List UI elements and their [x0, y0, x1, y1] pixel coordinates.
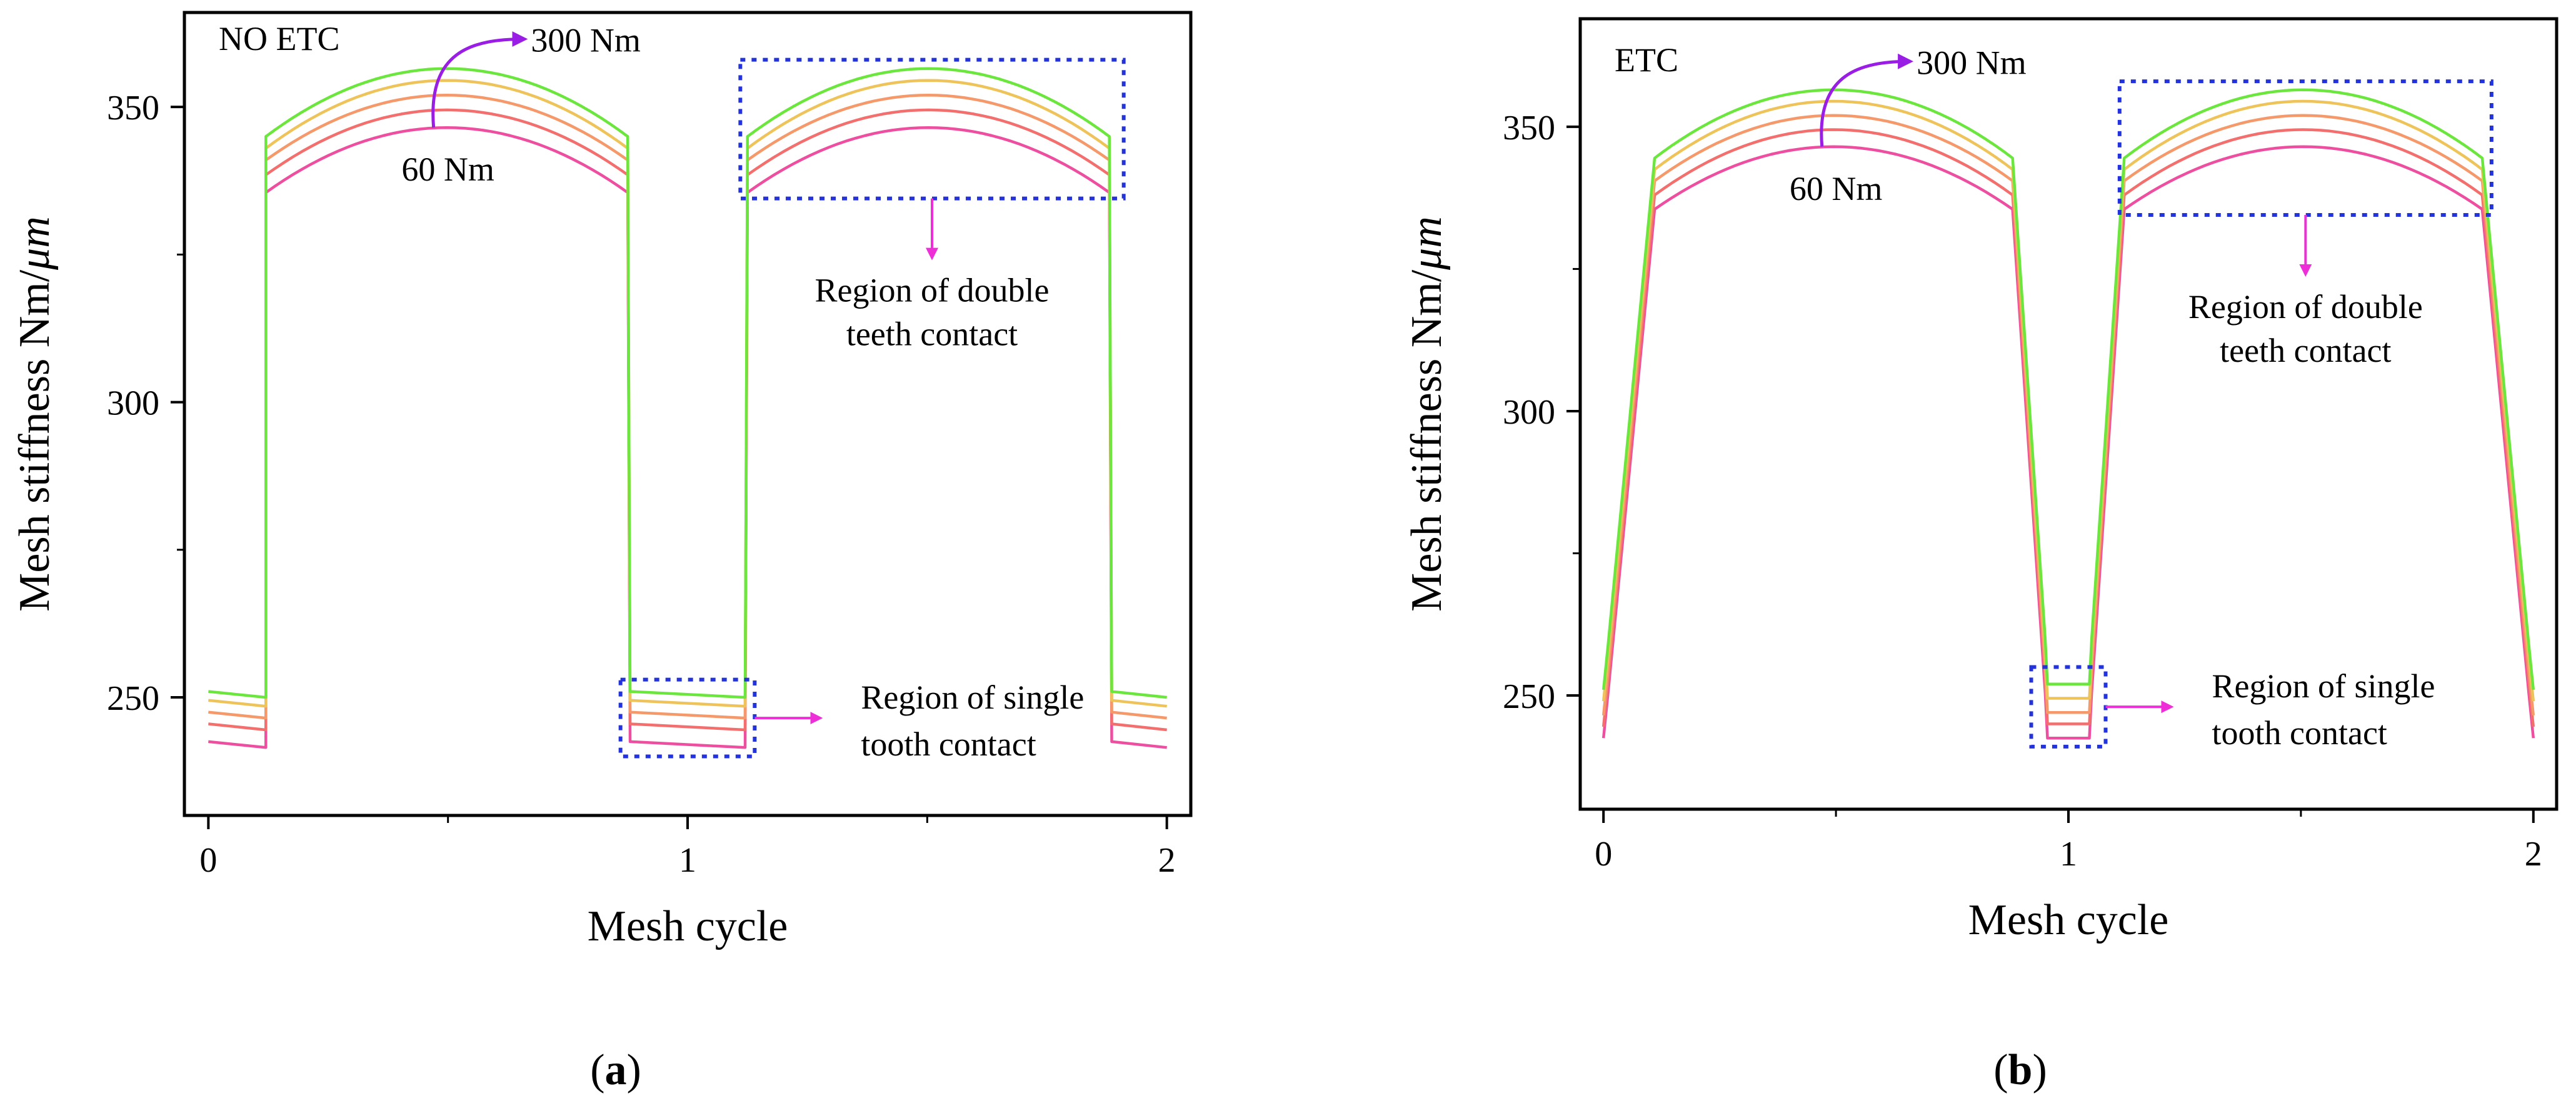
panel-b: 0 1 2 250 300 350 Mesh cycle Mesh stiffness Nm/…	[1403, 17, 2558, 1094]
y-tick-label: 250	[1503, 677, 1555, 716]
label-60nm: 60 Nm	[401, 151, 494, 188]
double-contact-box	[738, 57, 1126, 201]
y-axis-label: Mesh stiffness Nm/μm	[11, 216, 59, 612]
series-line-60-nm	[208, 126, 1167, 749]
x-tick-label: 0	[199, 841, 217, 880]
panel-a: 0 1 2 250 300 350 Mesh cycle Mesh stiffness Nm/…	[11, 11, 1193, 1094]
label-60nm: 60 Nm	[1790, 170, 1883, 207]
x-tick-label: 1	[679, 841, 696, 880]
y-tick-label: 300	[1503, 393, 1555, 432]
single-contact-box	[2029, 665, 2108, 749]
y-tick-label: 300	[107, 384, 159, 423]
x-axis-label: Mesh cycle	[588, 902, 788, 950]
single-contact-label-2: tooth contact	[2212, 714, 2387, 752]
single-contact-label-1: Region of single	[861, 679, 1084, 716]
y-axis-unit: μm	[1403, 216, 1451, 271]
double-contact-label-2: teeth contact	[2220, 332, 2391, 369]
x-tick-label: 2	[1158, 841, 1176, 880]
x-tick-label: 0	[1595, 835, 1612, 874]
torque-arrow	[1820, 53, 1914, 147]
corner-label: NO ETC	[219, 20, 339, 57]
series-line-120-nm	[1601, 128, 2535, 727]
single-contact-label-1: Region of single	[2212, 667, 2435, 705]
y-axis-label: Mesh stiffness Nm/μm	[1403, 216, 1451, 612]
y-tick-label: 350	[1503, 109, 1555, 147]
label-300nm: 300 Nm	[531, 22, 640, 59]
label-300nm: 300 Nm	[1917, 44, 2027, 81]
series-line-120-nm	[208, 108, 1167, 732]
y-tick-label: 250	[107, 679, 159, 718]
series-line-240-nm	[208, 79, 1167, 708]
series-line-180-nm	[1601, 114, 2535, 716]
double-contact-label-1: Region of double	[2188, 288, 2423, 326]
series-line-240-nm	[1601, 99, 2535, 702]
x-tick-label: 2	[2525, 835, 2542, 874]
series-line-60-nm	[1601, 145, 2535, 740]
series-line-300-nm	[208, 67, 1167, 699]
corner-label: ETC	[1615, 41, 1678, 79]
series-line-300-nm	[1601, 88, 2535, 690]
panel-caption: (b)	[1993, 1046, 2047, 1094]
double-contact-label-2: teeth contact	[846, 316, 1018, 353]
torque-arrow	[431, 31, 528, 128]
series-line-180-nm	[208, 94, 1167, 720]
double-contact-label-1: Region of double	[815, 272, 1050, 309]
y-tick-label: 350	[107, 89, 159, 127]
single-contact-label-2: tooth contact	[861, 725, 1036, 763]
x-tick-label: 1	[2060, 835, 2077, 874]
y-axis-unit: μm	[11, 216, 59, 271]
x-axis-label: Mesh cycle	[1968, 896, 2169, 944]
panel-caption: (a)	[590, 1046, 641, 1094]
